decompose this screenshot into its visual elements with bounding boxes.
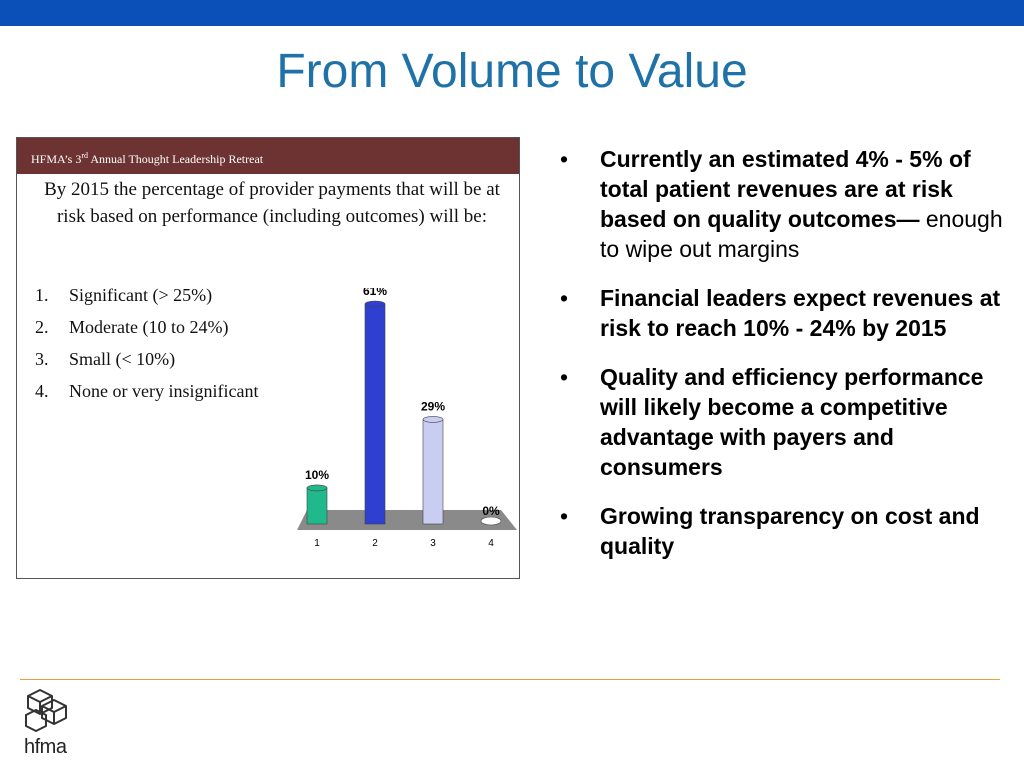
poll-option: 4. None or very insignificant <box>35 378 275 404</box>
bullet-dot: • <box>560 503 569 529</box>
poll-options: 1. Significant (> 25%) 2. Moderate (10 to … <box>35 282 275 410</box>
bullet-dot: • <box>560 285 569 311</box>
chart-bar-top <box>422 416 444 423</box>
bullet-list: • Currently an estimated 4% - 5% of total… <box>560 144 1020 580</box>
poll-option-label: Significant (> 25%) <box>69 285 213 305</box>
chart-tick-label: 1 <box>314 538 320 549</box>
chart-bar <box>306 487 328 525</box>
chart-tick-label: 3 <box>430 538 436 549</box>
bullet-bold-text: Quality and efficiency performance will … <box>600 364 984 480</box>
poll-option-number: 4. <box>35 381 49 401</box>
chart-bar-empty <box>480 516 502 526</box>
poll-option: 2. Moderate (10 to 24%) <box>35 314 275 340</box>
poll-panel: HFMA’s 3rd Annual Thought Leadership Ret… <box>16 137 520 579</box>
chart-bar-top <box>306 484 328 492</box>
bullet-bold-text: Financial leaders expect revenues at ris… <box>600 285 1001 341</box>
bullet-item: • Financial leaders expect revenues at ri… <box>560 283 1020 343</box>
chart-data-label: 10% <box>305 468 329 482</box>
poll-option: 3. Small (< 10%) <box>35 346 275 372</box>
hfma-logo-text: hfma <box>24 736 67 758</box>
slide-title: From Volume to Value <box>276 45 748 98</box>
bullet-normal-text: enough to wipe out margins <box>600 206 1003 262</box>
bullet-item: • Quality and efficiency performance will… <box>560 362 1020 482</box>
bullet-bold-text: Currently an estimated 4% - 5% of total … <box>600 146 971 232</box>
poll-option-number: 1. <box>35 285 49 305</box>
footer-divider <box>20 679 1000 680</box>
chart-tick-label: 2 <box>372 538 378 549</box>
hfma-cubes-logo-icon <box>25 689 67 732</box>
chart-bar <box>364 303 386 525</box>
chart-data-label: 0% <box>482 504 500 518</box>
bullet-dot: • <box>560 364 569 390</box>
poll-header-sup: rd <box>81 151 89 160</box>
poll-option-number: 2. <box>35 317 49 337</box>
poll-panel-header: HFMA’s 3rd Annual Thought Leadership Ret… <box>17 138 519 174</box>
chart-data-label: 61% <box>363 288 387 298</box>
chart-bar <box>422 419 444 525</box>
poll-option-label: Moderate (10 to 24%) <box>69 317 229 337</box>
poll-option-label: Small (< 10%) <box>69 349 176 369</box>
chart-floor <box>297 510 517 530</box>
poll-bar-chart: 10% 1 61% 2 29% 3 0% 4 <box>297 288 517 549</box>
poll-option-number: 3. <box>35 349 49 369</box>
bullet-item: • Growing transparency on cost and qualit… <box>560 501 1020 561</box>
top-accent-bar <box>0 0 1024 26</box>
poll-header-prefix: HFMA’s 3 <box>31 152 82 166</box>
bullet-bold-text: Growing transparency on cost and quality <box>600 503 980 559</box>
poll-option: 1. Significant (> 25%) <box>35 282 275 308</box>
bullet-item: • Currently an estimated 4% - 5% of total… <box>560 144 1020 264</box>
chart-bar-top <box>364 300 386 308</box>
bullet-dot: • <box>560 146 569 172</box>
poll-header-suffix: Annual Thought Leadership Retreat <box>88 152 264 166</box>
poll-question: By 2015 the percentage of provider payme… <box>44 179 500 227</box>
poll-option-label: None or very insignificant <box>69 381 259 401</box>
chart-data-label: 29% <box>421 399 445 413</box>
chart-tick-label: 4 <box>488 538 494 549</box>
